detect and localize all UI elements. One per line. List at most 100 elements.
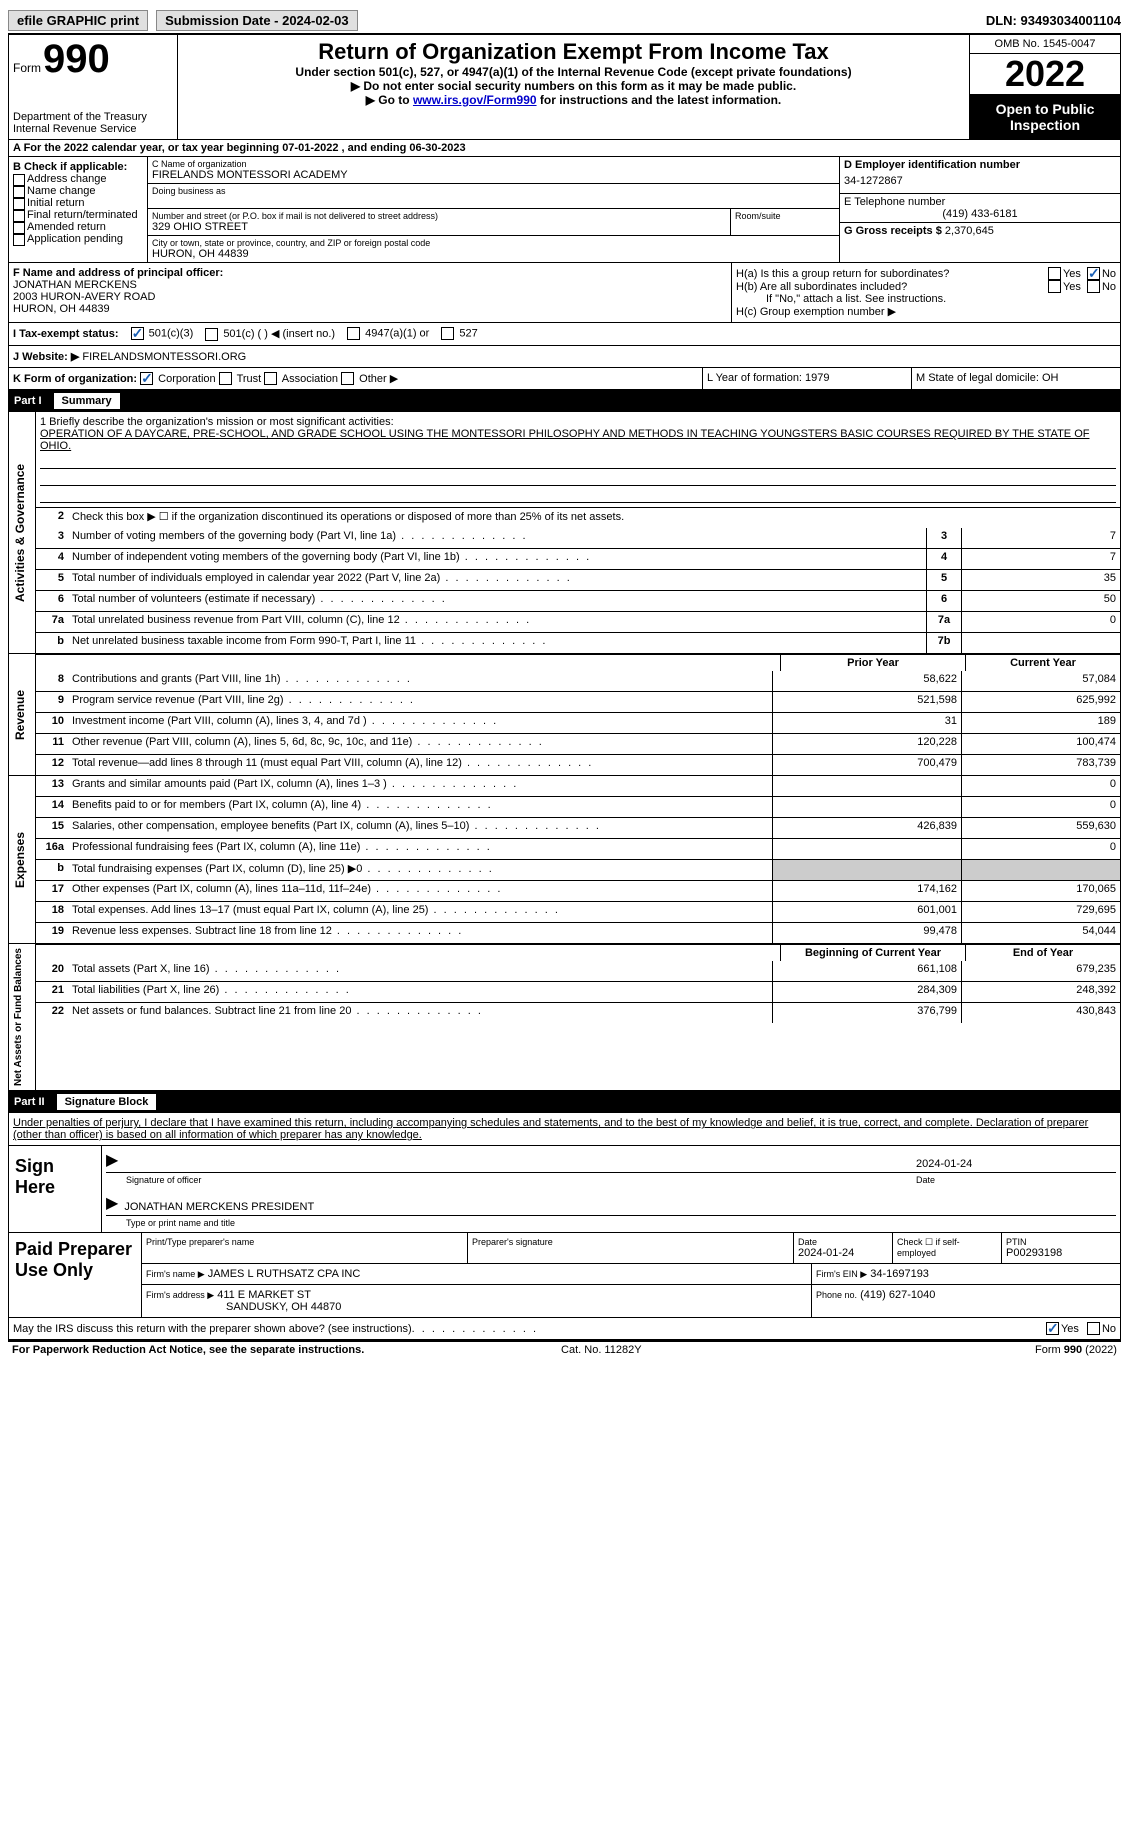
check-initial-return[interactable]: Initial return [13, 197, 143, 209]
note1: ▶ Do not enter social security numbers o… [182, 79, 965, 93]
table-row: 3Number of voting members of the governi… [36, 528, 1120, 548]
current-year-header: Current Year [965, 655, 1120, 671]
gross-label: G Gross receipts $ [844, 225, 942, 237]
table-row: 20Total assets (Part X, line 16)661,1086… [36, 961, 1120, 981]
check-amended-return[interactable]: Amended return [13, 221, 143, 233]
section-i: I Tax-exempt status: 501(c)(3) 501(c) ( … [8, 323, 1121, 346]
check-corporation[interactable] [140, 372, 153, 385]
check-527[interactable] [441, 327, 454, 340]
section-b: B Check if applicable: Address change Na… [9, 157, 148, 262]
section-b-title: B Check if applicable: [13, 161, 143, 173]
table-row: 14Benefits paid to or for members (Part … [36, 796, 1120, 817]
efile-button[interactable]: efile GRAPHIC print [8, 10, 148, 31]
form-title: Return of Organization Exempt From Incom… [182, 39, 965, 65]
ptin: P00293198 [1006, 1247, 1116, 1259]
sign-here-label: Sign Here [9, 1146, 102, 1232]
end-year-header: End of Year [965, 945, 1120, 961]
mission-label: 1 Briefly describe the organization's mi… [40, 416, 1116, 428]
check-501c3[interactable] [131, 327, 144, 340]
penalties-text: Under penalties of perjury, I declare th… [8, 1113, 1121, 1146]
note2: ▶ Go to www.irs.gov/Form990 for instruct… [182, 93, 965, 107]
discuss-yes[interactable] [1046, 1322, 1059, 1335]
dept-treasury: Department of the Treasury Internal Reve… [13, 111, 173, 135]
begin-year-header: Beginning of Current Year [780, 945, 965, 961]
table-row: 7aTotal unrelated business revenue from … [36, 611, 1120, 632]
firm-addr: 411 E MARKET ST [217, 1289, 311, 1301]
check-application-pending[interactable]: Application pending [13, 233, 143, 245]
gross-value: 2,370,645 [945, 225, 994, 237]
hc-label: H(c) Group exemption number ▶ [736, 305, 1116, 318]
table-row: 13Grants and similar amounts paid (Part … [36, 776, 1120, 796]
check-4947[interactable] [347, 327, 360, 340]
dba-block: Doing business as [148, 184, 839, 209]
hb-label: H(b) Are all subordinates included? [736, 281, 1048, 293]
footer: For Paperwork Reduction Act Notice, see … [8, 1340, 1121, 1358]
city-block: City or town, state or province, country… [148, 236, 839, 262]
section-f-h: F Name and address of principal officer:… [8, 263, 1121, 323]
officer-name-title: JONATHAN MERCKENS PRESIDENT [124, 1201, 314, 1213]
check-other[interactable] [341, 372, 354, 385]
section-h: H(a) Is this a group return for subordin… [732, 263, 1120, 322]
section-f: F Name and address of principal officer:… [9, 263, 732, 322]
table-row: 10Investment income (Part VIII, column (… [36, 712, 1120, 733]
ha-yes[interactable] [1048, 267, 1061, 280]
dln: DLN: 93493034001104 [986, 13, 1121, 28]
section-k: K Form of organization: Corporation Trus… [9, 368, 703, 390]
table-row: 6Total number of volunteers (estimate if… [36, 590, 1120, 611]
section-c: C Name of organization FIRELANDS MONTESS… [148, 157, 839, 262]
check-501c[interactable] [205, 328, 218, 341]
org-name-block: C Name of organization FIRELANDS MONTESS… [148, 157, 839, 184]
section-d-e-g: D Employer identification number 34-1272… [839, 157, 1120, 262]
addr-row: Number and street (or P.O. box if mail i… [148, 209, 839, 236]
summary-governance: Activities & Governance 1 Briefly descri… [8, 412, 1121, 654]
summary-expenses: Expenses 13Grants and similar amounts pa… [8, 776, 1121, 944]
line2: Check this box ▶ ☐ if the organization d… [68, 508, 1120, 528]
check-name-change[interactable]: Name change [13, 185, 143, 197]
irs-link[interactable]: www.irs.gov/Form990 [413, 93, 537, 107]
ein-label: D Employer identification number [844, 159, 1116, 171]
hb-note: If "No," attach a list. See instructions… [736, 293, 1116, 305]
check-address-change[interactable]: Address change [13, 173, 143, 185]
omb-number: OMB No. 1545-0047 [970, 35, 1120, 54]
subtitle: Under section 501(c), 527, or 4947(a)(1)… [182, 65, 965, 79]
table-row: 21Total liabilities (Part X, line 26)284… [36, 981, 1120, 1002]
submission-date: Submission Date - 2024-02-03 [156, 10, 358, 31]
ha-no[interactable] [1087, 267, 1100, 280]
table-row: bNet unrelated business taxable income f… [36, 632, 1120, 653]
summary-revenue: Revenue Prior Year Current Year 8Contrib… [8, 654, 1121, 776]
hb-no[interactable] [1087, 280, 1100, 293]
summary-netassets: Net Assets or Fund Balances Beginning of… [8, 944, 1121, 1091]
ha-label: H(a) Is this a group return for subordin… [736, 268, 1048, 280]
table-row: 8Contributions and grants (Part VIII, li… [36, 671, 1120, 691]
paid-prep-label: Paid Preparer Use Only [9, 1233, 142, 1317]
form-number: 990 [43, 39, 110, 79]
table-row: 11Other revenue (Part VIII, column (A), … [36, 733, 1120, 754]
table-row: bTotal fundraising expenses (Part IX, co… [36, 859, 1120, 880]
header-left: Form 990 Department of the Treasury Inte… [9, 35, 178, 139]
check-final-return[interactable]: Final return/terminated [13, 209, 143, 221]
arrow-icon: ▶ [106, 1193, 118, 1213]
firm-ein: 34-1697193 [870, 1268, 929, 1280]
mission-text: OPERATION OF A DAYCARE, PRE-SCHOOL, AND … [40, 428, 1116, 452]
discuss-no[interactable] [1087, 1322, 1100, 1335]
part-2-header: Part II Signature Block [8, 1091, 1121, 1113]
line-a: A For the 2022 calendar year, or tax yea… [8, 140, 1121, 157]
arrow-icon: ▶ [106, 1150, 118, 1170]
paid-preparer-block: Paid Preparer Use Only Print/Type prepar… [8, 1233, 1121, 1318]
hb-yes[interactable] [1048, 280, 1061, 293]
table-row: 5Total number of individuals employed in… [36, 569, 1120, 590]
section-m: M State of legal domicile: OH [912, 368, 1120, 390]
city-state-zip: HURON, OH 44839 [152, 248, 835, 260]
org-name: FIRELANDS MONTESSORI ACADEMY [152, 169, 835, 181]
section-b-c-d: B Check if applicable: Address change Na… [8, 157, 1121, 263]
part-1-header: Part I Summary [8, 390, 1121, 412]
footer-left: For Paperwork Reduction Act Notice, see … [12, 1344, 364, 1356]
sig-date: 2024-01-24 [916, 1158, 1116, 1170]
table-row: 19Revenue less expenses. Subtract line 1… [36, 922, 1120, 943]
check-trust[interactable] [219, 372, 232, 385]
check-association[interactable] [264, 372, 277, 385]
officer-addr: 2003 HURON-AVERY ROAD [13, 291, 727, 303]
footer-mid: Cat. No. 11282Y [561, 1344, 642, 1356]
street-address: 329 OHIO STREET [152, 221, 726, 233]
header-right: OMB No. 1545-0047 2022 Open to Public In… [970, 35, 1120, 139]
